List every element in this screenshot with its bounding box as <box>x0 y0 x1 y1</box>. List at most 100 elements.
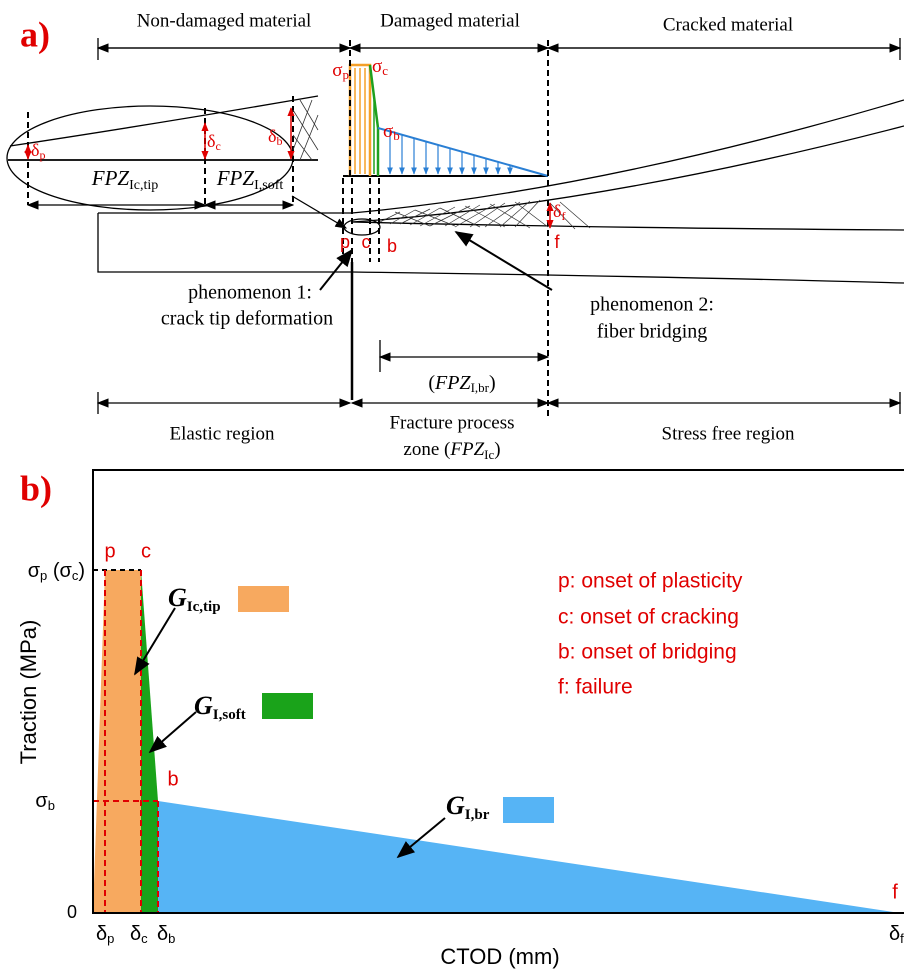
point-label: f <box>892 881 898 903</box>
text-part: Ic,tip <box>187 599 221 615</box>
area-tip <box>93 570 141 913</box>
text-part: Ic <box>484 447 494 462</box>
pointer-arrow <box>456 232 552 290</box>
pointer-arrow <box>320 250 352 290</box>
opening-label: δb <box>268 126 282 148</box>
text-part: G <box>194 691 213 720</box>
fpz-label: FPZIc,tip <box>91 166 159 193</box>
traction-bridging-arrows <box>390 132 510 174</box>
text-part: δ <box>157 923 168 945</box>
opening-label: δp <box>31 140 45 162</box>
panel-a: a) Non-damaged material Damaged material… <box>7 10 904 462</box>
text-part: p <box>39 148 45 162</box>
opening-label: δf <box>553 201 565 223</box>
text-part: G <box>446 791 465 820</box>
text-part: G <box>168 583 187 612</box>
x-label: δf <box>889 923 904 946</box>
y-label: σp (σc) <box>28 560 85 583</box>
y-axis-title: Traction (MPa) <box>16 620 41 765</box>
crack-upper-face <box>352 126 904 222</box>
text-part: δ <box>31 140 39 160</box>
text-part: δ <box>96 923 107 945</box>
region-label: Non-damaged material <box>137 10 312 31</box>
text-part: b <box>168 931 175 946</box>
region-label: Stress free region <box>662 423 795 444</box>
text-part: b <box>276 134 282 148</box>
note: f: failure <box>558 676 633 699</box>
energy-label: GIc,tip <box>168 583 221 615</box>
text-part: δ <box>553 201 561 221</box>
panel-label: a) <box>20 14 50 54</box>
stress-label: σb <box>383 121 400 143</box>
text-part: σ <box>383 121 393 142</box>
phenomenon-label: phenomenon 1: <box>188 282 312 304</box>
stress-label: σc <box>372 56 388 78</box>
panel-label: b) <box>20 468 52 508</box>
text-part: I,soft <box>254 178 283 193</box>
text-part: zone ( <box>403 439 450 460</box>
x-label: δc <box>130 923 148 946</box>
zoom-fibers <box>293 100 318 160</box>
text-part: FPZ <box>216 166 255 190</box>
legend-swatch <box>262 693 313 719</box>
text-part: FPZ <box>91 166 130 190</box>
text-part: c <box>382 63 388 78</box>
text-part: p <box>40 568 47 583</box>
crack-lower-face <box>352 222 904 230</box>
text-part: f <box>561 209 565 223</box>
energy-label: GI,br <box>446 791 490 823</box>
phenomenon-label: phenomenon 2: <box>590 294 714 316</box>
text-part: b <box>393 128 400 143</box>
text-part: δ <box>268 126 276 146</box>
opening-label: δc <box>207 131 221 153</box>
text-part: I,br <box>465 807 490 823</box>
text-part: b <box>48 798 55 813</box>
phenomenon-label: crack tip deformation <box>161 308 333 330</box>
region-label: Damaged material <box>380 10 520 31</box>
area-soft <box>141 570 158 913</box>
text-part: c <box>215 139 220 153</box>
text-part: I,br <box>471 380 490 395</box>
note: p: onset of plasticity <box>558 570 743 593</box>
region-label: Cracked material <box>663 14 793 35</box>
x-label: δb <box>157 923 175 946</box>
zoom-arrow <box>292 196 346 228</box>
text-part: c <box>141 931 148 946</box>
fpz-label: (FPZI,br) <box>428 372 495 395</box>
beam-upper-edge <box>98 100 904 213</box>
text-part: FPZ <box>434 372 471 394</box>
text-part: p <box>343 67 350 82</box>
text-part: σ <box>28 560 41 582</box>
legend-swatch <box>503 797 554 823</box>
pointer-arrow <box>150 712 196 752</box>
traction-plastic-lines <box>355 68 365 174</box>
x-axis-title: CTOD (mm) <box>440 944 559 969</box>
text-part: δ <box>130 923 141 945</box>
region-label: Elastic region <box>170 423 275 444</box>
text-part: σ <box>372 56 382 77</box>
text-part: ) <box>494 439 500 460</box>
y-label: σb <box>35 790 55 813</box>
text-part: δ <box>889 923 900 945</box>
fpz-label: FPZI,soft <box>216 166 284 193</box>
text-part: f <box>900 931 904 946</box>
point-label: p <box>340 232 350 252</box>
text-part: I,soft <box>213 707 246 723</box>
point-label: c <box>362 232 371 252</box>
region-label: zone (FPZIc) <box>403 439 500 462</box>
point-label: f <box>554 232 560 252</box>
zoom-detail <box>7 106 293 210</box>
beam-lower-edge <box>98 213 904 283</box>
text-part: ) <box>489 372 496 394</box>
text-part: ) <box>78 560 85 582</box>
phenomenon-label: fiber bridging <box>597 321 708 343</box>
page: {"panel_a": { "label": "a)", "top_region… <box>0 0 904 970</box>
region-label: Fracture process <box>389 412 514 433</box>
x-label: δp <box>96 923 114 946</box>
point-label: p <box>104 540 115 562</box>
traction-bridging <box>378 128 548 176</box>
text-part: p <box>107 931 114 946</box>
stress-label: σp <box>332 60 349 82</box>
figure: a) Non-damaged material Damaged material… <box>0 0 904 970</box>
text-part: σ <box>332 60 342 81</box>
